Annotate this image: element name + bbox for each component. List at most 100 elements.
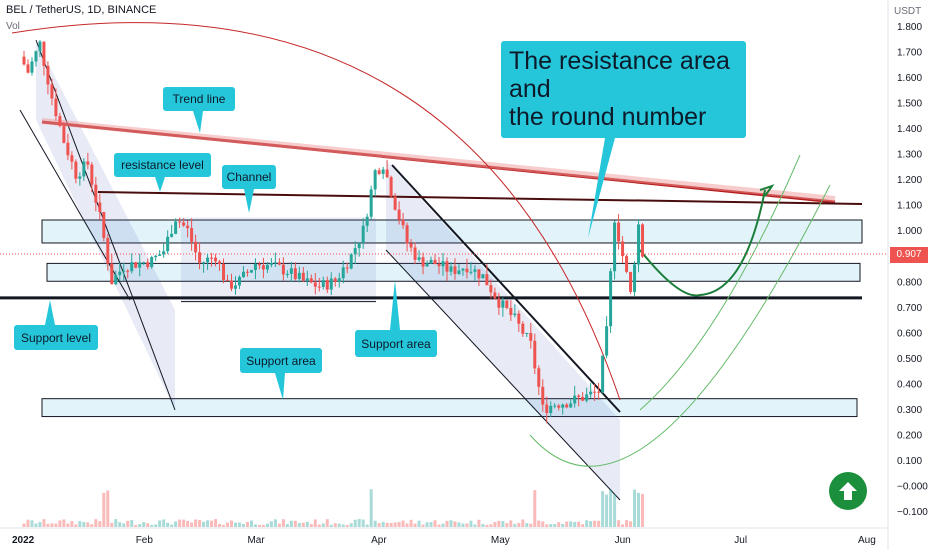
green-projection-path [639,189,766,297]
volume-bar [601,491,605,527]
candle-body [118,271,122,276]
candle-body [449,266,453,272]
candle-body [561,404,565,408]
volume-bar [74,524,78,527]
volume-bar [233,522,237,527]
candle-body [38,41,42,52]
volume-bar [385,522,389,527]
candle-body [509,308,513,316]
volume-bar [485,524,489,527]
resistance-note-callout[interactable]: The resistance area and the round number [501,41,746,138]
volume-bar [449,520,453,527]
candle-body [641,224,645,257]
candle-body [481,274,485,279]
candle-body [34,51,38,62]
time-tick-label: Mar [247,535,265,546]
downtrend-line [391,164,621,413]
volume-bar [553,524,557,527]
symbol-header: BEL / TetherUS, 1D, BINANCE [6,4,157,16]
projection-arc [11,22,621,401]
candle-body [70,155,74,162]
volume-bar [90,524,94,527]
channel-fill [386,160,620,500]
time-tick-label: May [491,535,510,546]
current-price-tag: 0.907 [890,247,928,263]
volume-bar [62,519,66,527]
candle-body [126,270,130,272]
candle-body [82,161,86,177]
candle-body [457,270,461,274]
price-tick-label: 1.500 [897,99,922,110]
volume-bar [569,521,573,527]
price-tick-label: 0.400 [897,379,922,390]
volume-bar [58,520,62,527]
candle-body [58,116,62,126]
volume-bar [329,524,333,527]
volume-bar [102,492,106,527]
volume-bar [269,521,273,527]
candle-body [94,184,98,203]
candle-body [54,98,58,117]
volume-bar [353,519,357,527]
price-tick-label: 0.700 [897,303,922,314]
volume-bar [281,519,285,527]
candle-body [78,176,82,179]
candle-body [405,225,409,244]
volume-bar [98,521,102,527]
price-tick-label: 0.800 [897,277,922,288]
support-area-callout-2[interactable]: Support area [355,330,437,357]
volume-bar [469,520,473,527]
candle-body [489,285,493,293]
volume-bar [541,521,545,527]
candle-body [297,272,301,280]
volume-bar [633,489,637,527]
candle-body [245,271,249,273]
candle-body [26,64,30,73]
volume-bar [174,521,178,527]
candle-body [218,261,222,264]
volume-bar [593,520,597,527]
volume-bar [417,520,421,527]
candle-body [186,225,190,229]
volume-bar [245,521,249,527]
price-tick-label: 0.300 [897,405,922,416]
volume-bar [138,524,142,527]
volume-bar [42,519,46,527]
volume-bar [309,524,313,527]
arrow-up-icon[interactable] [829,472,867,510]
volume-bar [529,523,533,527]
volume-bar [641,493,645,527]
trend-line-glow [41,118,836,202]
candle-body [421,257,425,267]
volume-bar [457,522,461,527]
volume-bar [206,520,210,527]
support-area-callout[interactable]: Support area [240,348,322,373]
volume-bar [313,519,317,527]
volume-bar [158,520,162,527]
candle-body [289,268,293,274]
candle-body [549,405,553,414]
channel-callout[interactable]: Channel [222,165,276,189]
support-level-callout[interactable]: Support level [14,325,98,350]
trend-line-callout[interactable]: Trend line [163,87,235,111]
candle-body [273,262,277,264]
resistance-level-callout[interactable]: resistance level [114,153,211,177]
time-tick-label: Aug [858,535,876,546]
candle-body [453,266,457,274]
price-tick-label: 1.800 [897,22,922,33]
candle-body [269,262,273,265]
candle-body [265,264,269,270]
candle-body [437,264,441,267]
candle-body [114,275,118,285]
price-tick-label: 1.600 [897,73,922,84]
volume-bar [218,523,222,527]
volume-bar [625,520,629,527]
volume-bar [429,522,433,527]
candle-body [617,222,621,242]
candle-body [537,368,541,387]
candle-body [573,395,577,404]
candle-body [42,41,46,66]
volume-bar [525,523,529,527]
